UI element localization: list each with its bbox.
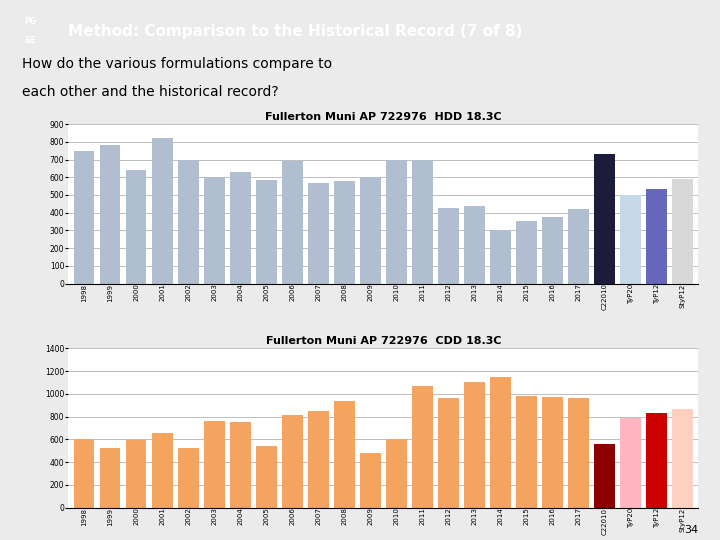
Bar [568,209,589,284]
Bar [204,421,225,508]
Bar [126,441,146,508]
Bar [386,160,407,284]
Bar [621,418,641,508]
Bar [152,138,173,284]
Bar [73,151,94,284]
Bar [99,448,120,508]
Bar [516,396,537,508]
Bar [672,179,693,284]
Text: Method: Comparison to the Historical Record (7 of 8): Method: Comparison to the Historical Rec… [68,24,523,38]
Text: 34: 34 [684,524,698,535]
Bar [360,177,381,284]
Bar [204,177,225,284]
Bar [230,172,251,284]
Bar [516,221,537,284]
Bar [178,160,199,284]
Bar [490,377,511,508]
Bar [542,217,563,284]
Title: Fullerton Muni AP 722976  CDD 18.3C: Fullerton Muni AP 722976 CDD 18.3C [266,336,501,346]
Bar [230,422,251,508]
Bar [464,206,485,284]
Bar [464,382,485,508]
Bar [256,446,276,508]
Bar [621,195,641,284]
Bar [334,181,355,284]
Text: &E: &E [24,36,37,45]
Bar [282,161,302,284]
Bar [412,386,433,508]
Bar [568,399,589,508]
Bar [282,415,302,508]
Title: Fullerton Muni AP 722976  HDD 18.3C: Fullerton Muni AP 722976 HDD 18.3C [265,112,502,122]
Bar [308,183,329,284]
Bar [73,440,94,508]
Bar [594,154,615,284]
Bar [412,160,433,284]
Text: each other and the historical record?: each other and the historical record? [22,85,278,99]
Bar [178,448,199,508]
Bar [647,189,667,284]
Bar [99,145,120,284]
Bar [438,399,459,508]
Bar [256,180,276,284]
Bar [386,440,407,508]
Bar [594,444,615,508]
Bar [672,409,693,508]
Bar [438,208,459,284]
Bar [360,453,381,508]
Bar [152,433,173,508]
Bar [126,170,146,284]
Bar [542,397,563,508]
Text: How do the various formulations compare to: How do the various formulations compare … [22,57,332,71]
Bar [308,411,329,508]
Bar [647,413,667,508]
Bar [490,231,511,284]
Bar [334,401,355,508]
Text: PG: PG [24,17,37,26]
